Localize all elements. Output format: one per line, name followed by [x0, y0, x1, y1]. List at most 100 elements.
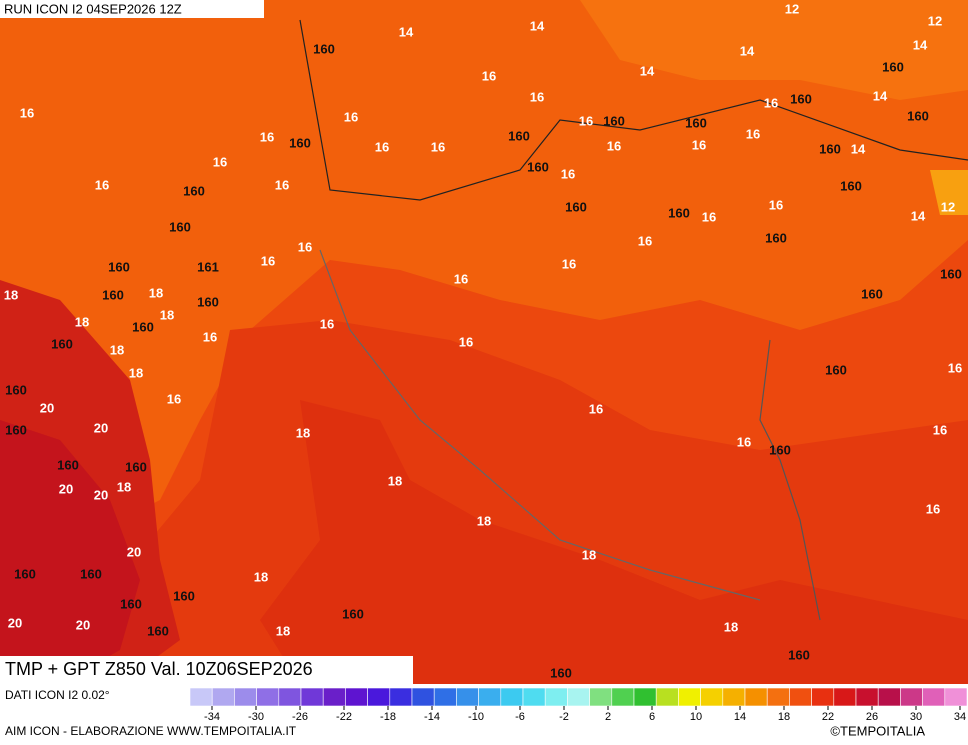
legend-tick-label: 18 [778, 711, 790, 723]
legend-tick-label: -10 [468, 711, 484, 723]
contour-label: 160 [108, 259, 130, 274]
legend-tick-label: -6 [515, 711, 525, 723]
contour-label: 160 [565, 199, 587, 214]
contour-label: 160 [80, 566, 102, 581]
map-title: TMP + GPT Z850 Val. 10Z06SEP2026 [5, 659, 313, 679]
contour-label: 160 [668, 205, 690, 220]
legend-swatch [589, 687, 613, 707]
contour-label: 160 [169, 219, 191, 234]
credit-label: AIM ICON - ELABORAZIONE WWW.TEMPOITALIA.… [5, 724, 297, 738]
contour-label: 20 [76, 617, 90, 632]
legend-tick-label: 30 [910, 711, 922, 723]
legend-swatch [766, 687, 790, 707]
legend-tick-label: -34 [204, 711, 220, 723]
contour-label: 16 [167, 391, 181, 406]
legend-tick-label: 34 [954, 711, 966, 723]
contour-label: 160 [132, 319, 154, 334]
contour-label: 14 [530, 18, 545, 33]
legend-swatch [433, 687, 457, 707]
contour-label: 160 [527, 159, 549, 174]
contour-label: 160 [5, 382, 27, 397]
legend-swatch [411, 687, 435, 707]
contour-label: 12 [928, 13, 942, 28]
contour-label: 16 [431, 139, 445, 154]
legend-swatch [855, 687, 879, 707]
contour-label: 16 [702, 209, 716, 224]
legend-swatch [300, 687, 324, 707]
contour-label: 160 [289, 135, 311, 150]
contour-label: 16 [95, 177, 109, 192]
contour-label: 160 [342, 606, 364, 621]
map-region [0, 320, 968, 684]
contour-label: 16 [769, 197, 783, 212]
contour-label: 14 [913, 37, 928, 52]
source-label: DATI ICON I2 0.02° [5, 688, 110, 702]
contour-label: 16 [459, 334, 473, 349]
contour-label: 160 [861, 286, 883, 301]
legend-tick-label: -30 [248, 711, 264, 723]
legend-swatch [522, 687, 546, 707]
contour-label: 16 [764, 95, 778, 110]
contour-label: 16 [344, 109, 358, 124]
contour-label: 160 [769, 442, 791, 457]
contour-label: 160 [173, 588, 195, 603]
border-line [299, 19, 968, 201]
legend-swatch [456, 687, 479, 707]
contour-label: 18 [477, 513, 491, 528]
contour-label: 160 [940, 266, 962, 281]
legend-tick-label: 22 [822, 711, 834, 723]
contour-label: 160 [51, 336, 73, 351]
legend-swatch [500, 687, 524, 707]
legend-swatch [567, 687, 590, 707]
contour-label: 16 [589, 401, 603, 416]
legend-tick-label: 26 [866, 711, 878, 723]
legend-swatch [389, 687, 413, 707]
legend-swatch [877, 687, 901, 707]
title-box [0, 656, 413, 684]
coast-line [759, 339, 821, 621]
contour-label: 18 [254, 569, 268, 584]
contour-label: 18 [117, 479, 131, 494]
contour-label: 160 [825, 362, 847, 377]
contour-label: 16 [203, 329, 217, 344]
legend-swatch [744, 687, 768, 707]
contour-label: 14 [851, 141, 866, 156]
contour-label: 16 [375, 139, 389, 154]
contour-label: 18 [724, 619, 738, 634]
contour-label: 161 [197, 259, 219, 274]
contour-label: 16 [692, 137, 706, 152]
contour-label: 160 [819, 141, 841, 156]
contour-label: 16 [737, 434, 751, 449]
contour-label: 20 [40, 400, 54, 415]
contour-label: 16 [454, 271, 468, 286]
contour-label: 16 [561, 166, 575, 181]
legend-swatch [189, 687, 213, 707]
contour-label: 16 [275, 177, 289, 192]
contour-label: 160 [788, 647, 810, 662]
legend-swatch [256, 687, 280, 707]
contour-label: 18 [582, 547, 596, 562]
legend-swatch [611, 687, 635, 707]
legend-swatch [544, 687, 568, 707]
legend-swatch [211, 687, 235, 707]
legend-tick-label: -14 [424, 711, 440, 723]
contour-label: 160 [790, 91, 812, 106]
legend-swatch [833, 687, 857, 707]
contour-label: 160 [120, 596, 142, 611]
legend-swatch [367, 687, 391, 707]
map-region [580, 0, 968, 100]
contour-label: 16 [933, 422, 947, 437]
contour-label: 18 [110, 342, 124, 357]
contour-label: 16 [926, 501, 940, 516]
contour-label: 18 [296, 425, 310, 440]
map-region [0, 0, 968, 520]
contour-label: 160 [882, 59, 904, 74]
contour-label: 18 [4, 287, 18, 302]
run-box [0, 0, 264, 18]
contour-label: 160 [550, 665, 572, 680]
contour-label: 16 [562, 256, 576, 271]
map-region [260, 400, 968, 684]
coast-line [319, 249, 761, 601]
legend-swatch [700, 687, 724, 707]
